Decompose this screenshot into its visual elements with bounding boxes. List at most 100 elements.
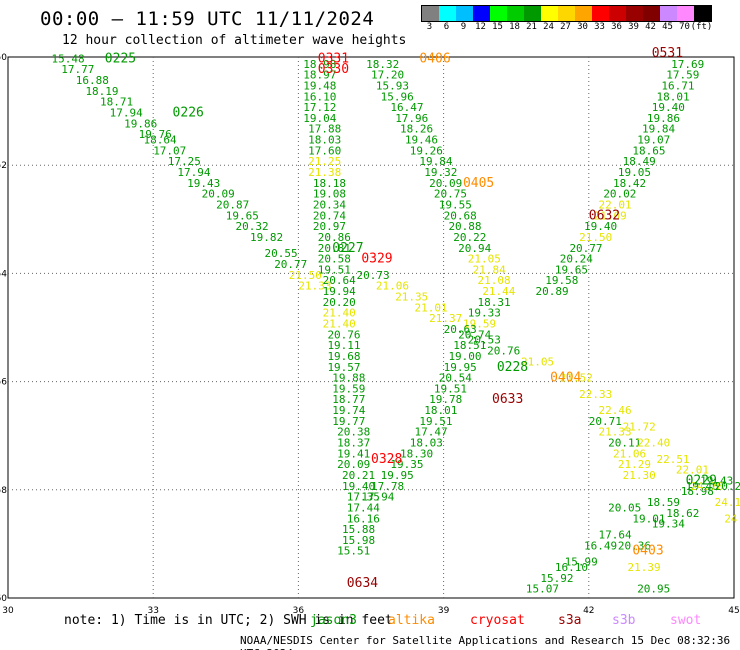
x-tick-label: 30 xyxy=(2,606,14,616)
wave-height-value: 24.14 xyxy=(715,496,740,509)
wave-height-value: 21.30 xyxy=(623,469,656,482)
wave-height-value: 19.40 xyxy=(342,480,375,493)
wave-height-value: 21.05 xyxy=(521,355,554,368)
wave-height-value: 20.34 xyxy=(313,198,346,211)
wave-height-value: 18.71 xyxy=(100,96,133,109)
legend-label: 9 xyxy=(460,22,467,32)
wave-height-value: 15.88 xyxy=(342,523,375,536)
wave-height-value: 19.07 xyxy=(637,134,670,147)
wave-height-value: 21.08 xyxy=(477,274,510,287)
wave-height-value: 19.76 xyxy=(139,128,172,141)
map-frame xyxy=(7,56,735,599)
legend-swatch xyxy=(524,6,541,21)
wave-height-value: 19.57 xyxy=(327,361,360,374)
wave-height-value: 17.20 xyxy=(371,69,404,82)
wave-height-value: 18.98 xyxy=(681,485,714,498)
wave-height-value: 20.89 xyxy=(536,285,569,298)
wave-height-value: 20.24 xyxy=(560,253,593,266)
wave-height-value: 19.46 xyxy=(686,480,719,493)
wave-height-value: 20.77 xyxy=(274,258,307,271)
wave-height-value: 17.64 xyxy=(598,528,631,541)
wave-height-value: 18.01 xyxy=(657,90,690,103)
wave-height-value: 19.82 xyxy=(250,231,283,244)
wave-height-value: 19.32 xyxy=(424,166,457,179)
wave-height-value: 19.86 xyxy=(647,112,680,125)
wave-height-value: 17.96 xyxy=(395,112,428,125)
wave-height-value: 21.44 xyxy=(482,285,515,298)
legend-swatch xyxy=(609,6,626,21)
wave-height-value: 19.33 xyxy=(468,307,501,320)
page-title: 00:00 — 11:59 UTC 11/11/2024 xyxy=(40,8,375,30)
wave-height-value: 22.33 xyxy=(579,388,612,401)
wave-height-value: 19.35 xyxy=(390,458,423,471)
wave-height-value: 24.70 xyxy=(690,480,723,493)
wave-height-value: 20.54 xyxy=(439,372,472,385)
wave-height-value: 19.51 xyxy=(434,382,467,395)
legend-swatch xyxy=(660,6,677,21)
legend-swatch xyxy=(643,6,660,21)
wave-height-value: 20.36 xyxy=(618,539,651,552)
wave-height-value: 19.74 xyxy=(332,404,365,417)
wave-height-value: 17.12 xyxy=(303,101,336,114)
wave-height-value: 18.26 xyxy=(400,123,433,136)
track-time-label: 0328 xyxy=(371,452,402,467)
wave-height-value: 18.64 xyxy=(144,134,177,147)
wave-height-value: 19.34 xyxy=(652,518,685,531)
wave-height-value: 21.50 xyxy=(289,269,322,282)
wave-height-value: 18.03 xyxy=(308,134,341,147)
track-time-label: 0331 xyxy=(318,51,349,66)
wave-height-value: 21.40 xyxy=(323,318,356,331)
wave-height-value: 21.05 xyxy=(468,253,501,266)
wave-height-value: 19.48 xyxy=(303,79,336,92)
wave-height-value: 19.26 xyxy=(410,144,443,157)
legend-swatch xyxy=(422,6,439,21)
wave-height-value: 17.44 xyxy=(347,501,380,514)
legend-label: 21 xyxy=(526,22,537,32)
legend-label: 39 xyxy=(628,22,639,32)
y-tick-label: -50 xyxy=(0,53,7,63)
wave-height-value: 21.25 xyxy=(308,155,341,168)
track-time-label: 0329 xyxy=(361,252,392,267)
legend-swatch xyxy=(677,6,694,21)
legend-swatch xyxy=(473,6,490,21)
x-tick-label: 39 xyxy=(438,606,450,616)
satellite-legend-altika: altika xyxy=(388,613,435,628)
wave-height-value: 18.18 xyxy=(313,177,346,190)
wave-height-value: 20.74 xyxy=(313,209,346,222)
x-tick-label: 36 xyxy=(293,606,305,616)
wave-height-value: 19.43 xyxy=(700,474,733,487)
wave-height-value: 21.50 xyxy=(579,231,612,244)
legend-color-bar xyxy=(421,5,712,22)
wave-height-value: 21.39 xyxy=(628,561,661,574)
wave-height-value: 20.68 xyxy=(444,209,477,222)
wave-height-value: 22.46 xyxy=(598,404,631,417)
wave-height-value: 18.98 xyxy=(303,58,336,71)
track-time-label: 0330 xyxy=(318,62,349,77)
track-time-label: 0225 xyxy=(105,51,136,66)
wave-height-value: 17.94 xyxy=(361,491,394,504)
wave-height-value: 17.47 xyxy=(415,426,448,439)
wave-height-value: 21.33 xyxy=(298,280,331,293)
wave-height-value: 19.08 xyxy=(313,188,346,201)
wave-height-value: 20.58 xyxy=(318,253,351,266)
legend-swatch xyxy=(490,6,507,21)
wave-height-value: 18.19 xyxy=(85,85,118,98)
wave-height-value: 20.75 xyxy=(434,188,467,201)
wave-height-value: 16.10 xyxy=(555,561,588,574)
wave-height-value: 20.74 xyxy=(458,328,491,341)
legend-label: 3 xyxy=(426,22,433,32)
wave-height-value: 18.62 xyxy=(666,507,699,520)
wave-height-value: 21.72 xyxy=(623,420,656,433)
wave-height-value: 21.38 xyxy=(308,166,341,179)
wave-height-value: 17.69 xyxy=(671,58,704,71)
wave-height-value: 17.77 xyxy=(61,63,94,76)
wave-height-value: 15.48 xyxy=(52,52,85,65)
wave-height-value: 20.76 xyxy=(487,345,520,358)
legend-swatch xyxy=(541,6,558,21)
wave-height-value: 17.60 xyxy=(308,144,341,157)
wave-height-value: 19.04 xyxy=(303,112,336,125)
wave-height-value: 21.09 xyxy=(594,209,627,222)
wave-height-value: 19.55 xyxy=(439,198,472,211)
satellite-legend-s3a: s3a xyxy=(558,613,582,628)
wave-height-value: 15.96 xyxy=(381,90,414,103)
